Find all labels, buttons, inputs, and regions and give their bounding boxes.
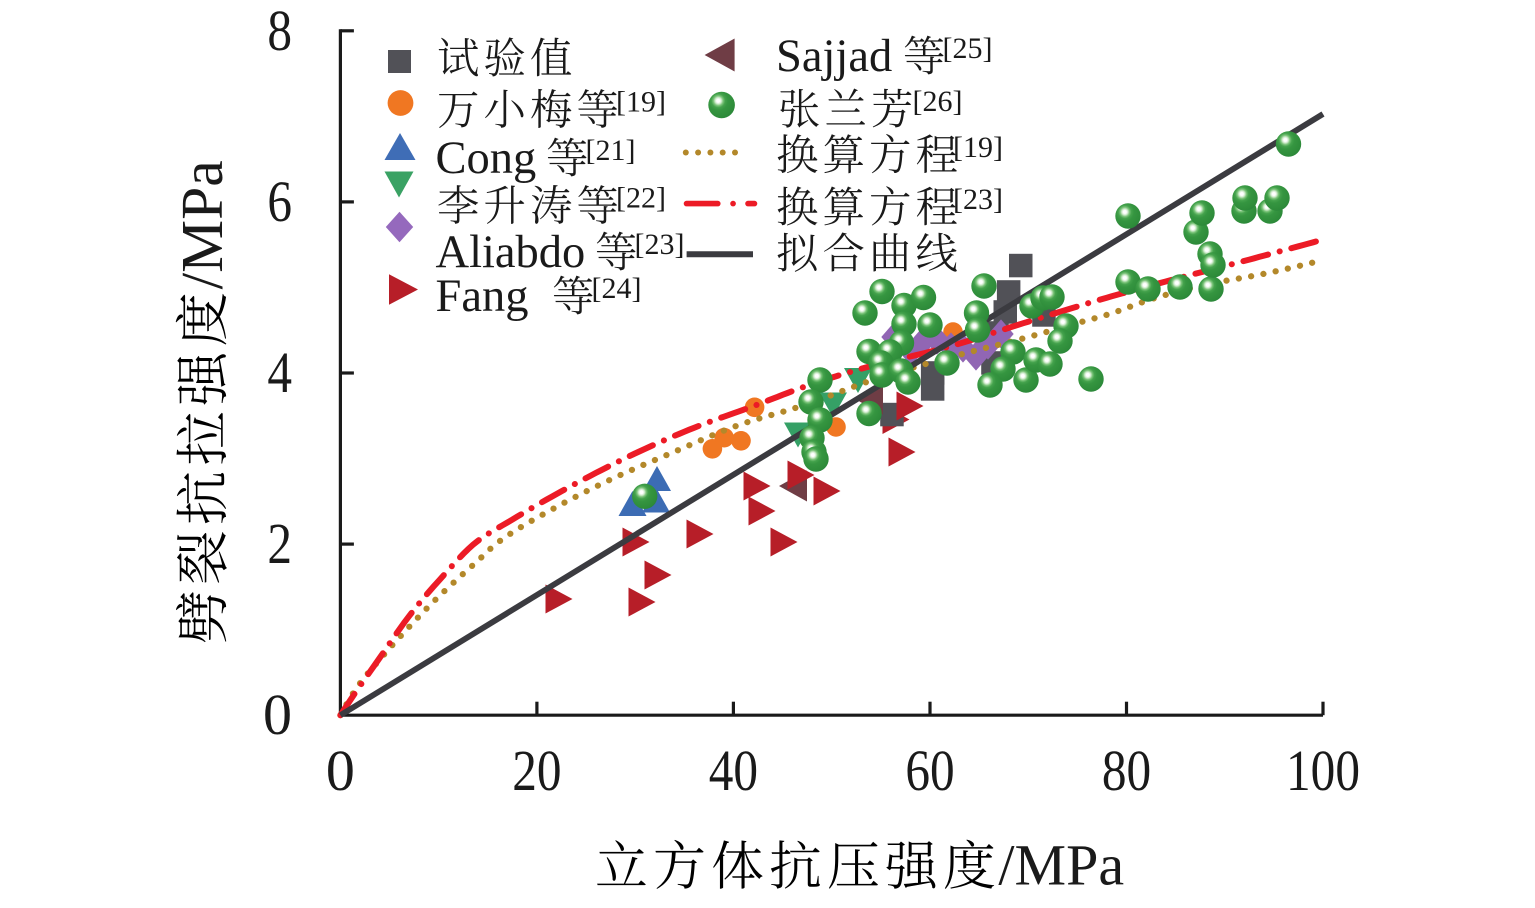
svg-text:Aliabdo: Aliabdo bbox=[436, 227, 586, 278]
svg-text:0: 0 bbox=[263, 682, 292, 747]
svg-text:80: 80 bbox=[1102, 738, 1151, 803]
svg-text:Sajjad: Sajjad bbox=[776, 31, 892, 82]
svg-text:8: 8 bbox=[267, 0, 292, 63]
svg-text:[19]: [19] bbox=[616, 86, 666, 119]
svg-text:20: 20 bbox=[512, 738, 561, 803]
svg-text:[22]: [22] bbox=[616, 182, 666, 215]
svg-text:100: 100 bbox=[1286, 738, 1360, 803]
svg-text:[19]: [19] bbox=[953, 131, 1003, 164]
svg-text:2: 2 bbox=[267, 511, 292, 576]
svg-text:[24]: [24] bbox=[592, 272, 642, 305]
svg-text:Cong: Cong bbox=[436, 133, 537, 184]
svg-text:[23]: [23] bbox=[635, 228, 685, 261]
svg-text:0: 0 bbox=[326, 738, 355, 803]
svg-text:40: 40 bbox=[709, 738, 758, 803]
svg-text:4: 4 bbox=[267, 340, 292, 405]
svg-text:[23]: [23] bbox=[953, 183, 1003, 216]
svg-text:Fang: Fang bbox=[436, 271, 529, 322]
svg-text:[26]: [26] bbox=[913, 85, 963, 118]
svg-text:[21]: [21] bbox=[586, 134, 636, 167]
svg-text:/MPa: /MPa bbox=[998, 833, 1124, 898]
svg-text:60: 60 bbox=[905, 738, 954, 803]
svg-text:/MPa: /MPa bbox=[169, 160, 235, 289]
svg-text:[25]: [25] bbox=[943, 32, 993, 65]
svg-text:6: 6 bbox=[267, 169, 292, 234]
